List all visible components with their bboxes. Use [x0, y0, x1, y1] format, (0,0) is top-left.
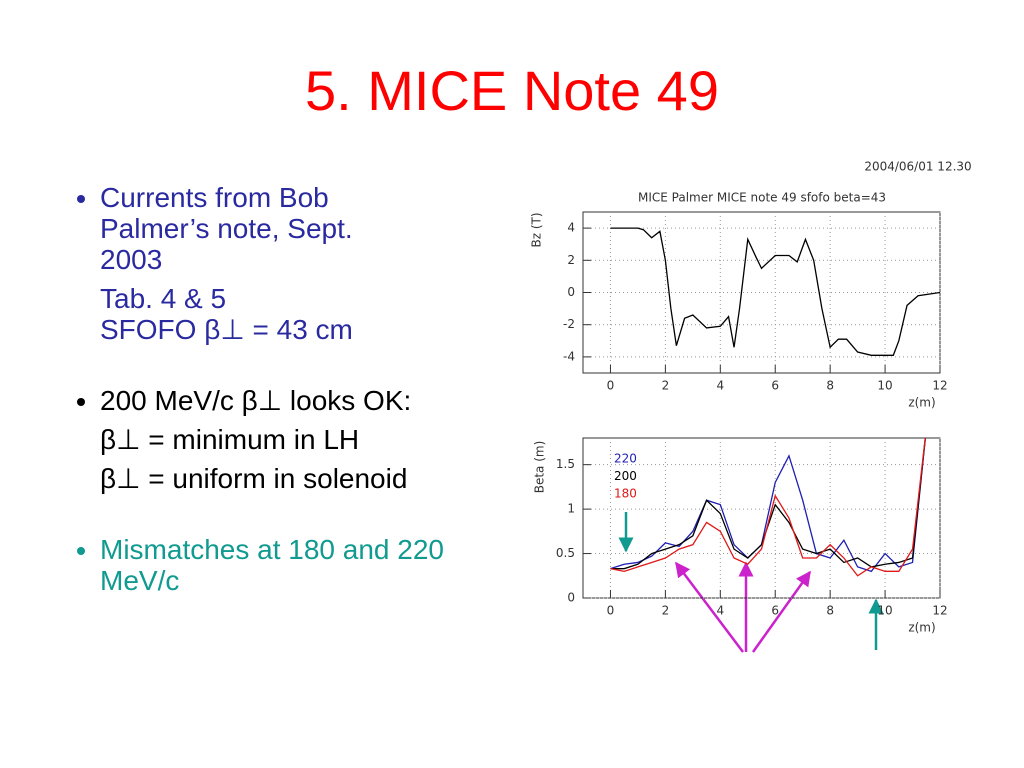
data-line	[610, 227, 940, 356]
x-tick-label: 0	[607, 604, 615, 618]
bullet-text: β⊥ = minimum in LH	[100, 424, 360, 455]
y-tick-label: 2	[567, 253, 575, 267]
x-tick-label: 8	[826, 604, 834, 618]
chart-title: MICE Palmer MICE note 49 sfofo beta=43	[638, 191, 886, 205]
x-tick-label: 10	[877, 379, 892, 393]
y-tick-label: -2	[563, 317, 575, 331]
x-tick-label: 0	[607, 379, 615, 393]
legend-label: 200	[614, 469, 637, 483]
x-tick-label: 6	[771, 379, 779, 393]
bullet: Mismatches at 180 and 220 MeV/c	[100, 534, 520, 596]
y-tick-label: 1.5	[556, 457, 575, 471]
x-tick-label: 12	[932, 379, 947, 393]
bullet-text: β⊥ = uniform in solenoid	[100, 463, 408, 494]
arrow	[675, 561, 744, 653]
arrow	[751, 570, 812, 653]
legend-label: 180	[614, 487, 637, 501]
bullet-text: Tab. 4 & 5	[100, 283, 227, 314]
bullet: 200 MeV/c β⊥ looks OK: β⊥ = minimum in L…	[100, 385, 520, 494]
x-tick-label: 10	[877, 604, 892, 618]
y-axis-label: Beta (m)	[533, 441, 547, 494]
data-line	[610, 438, 927, 573]
y-tick-label: -4	[563, 349, 575, 363]
plot-frame	[582, 211, 941, 374]
y-tick-label: 0.5	[556, 546, 575, 560]
bullet-text: Mismatches at 180 and 220 MeV/c	[100, 534, 444, 596]
y-tick-label: 1	[567, 502, 575, 516]
y-tick-label: 4	[567, 221, 575, 235]
annotation-arrows	[618, 512, 884, 653]
slide-title: 5. MICE Note 49	[305, 59, 719, 122]
x-tick-label: 8	[826, 379, 834, 393]
bullet-text: Currents from Bob Palmer’s note, Sept. 2…	[100, 182, 353, 275]
x-tick-label: 4	[716, 604, 724, 618]
x-tick-label: 4	[716, 379, 724, 393]
y-tick-label: 0	[567, 285, 575, 299]
x-axis-label: z(m)	[908, 621, 935, 635]
y-axis-label: Bz (T)	[530, 212, 544, 247]
data-line	[610, 438, 926, 577]
bullet-text: 200 MeV/c β⊥ looks OK:	[100, 385, 412, 416]
legend-label: 220	[614, 452, 637, 466]
x-tick-label: 12	[932, 604, 947, 618]
bullet-text: SFOFO β⊥ = 43 cm	[100, 314, 353, 345]
x-tick-label: 2	[662, 379, 670, 393]
data-line	[610, 438, 926, 570]
bullet-list: Currents from Bob Palmer’s note, Sept. 2…	[60, 182, 520, 624]
timestamp: 2004/06/01 12.30	[864, 160, 971, 174]
y-tick-label: 0	[567, 591, 575, 605]
x-axis-label: z(m)	[908, 396, 935, 410]
bullet: Currents from Bob Palmer’s note, Sept. 2…	[100, 182, 520, 345]
x-tick-label: 6	[771, 604, 779, 618]
x-tick-label: 2	[662, 604, 670, 618]
